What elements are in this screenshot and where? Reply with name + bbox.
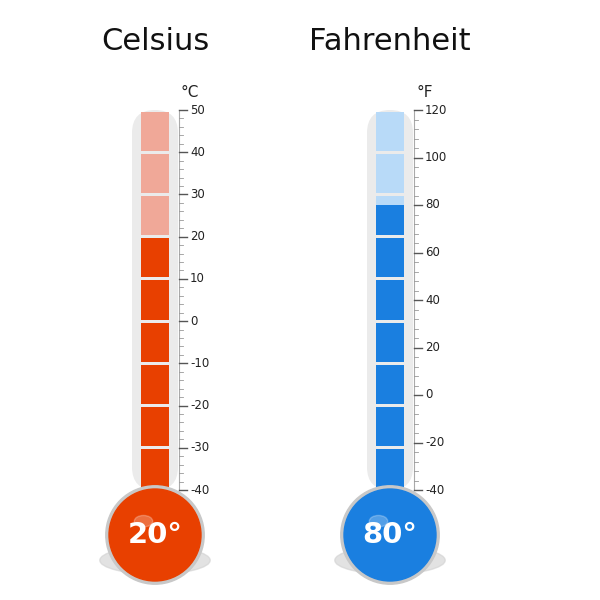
Bar [376, 154, 404, 193]
Text: 10: 10 [190, 272, 205, 286]
Text: 40: 40 [425, 293, 440, 307]
Text: -10: -10 [190, 357, 209, 370]
Text: Celsius: Celsius [101, 28, 209, 56]
Text: -20: -20 [190, 399, 209, 412]
Text: 60: 60 [425, 246, 440, 259]
Text: -30: -30 [190, 441, 209, 454]
Bar [141, 323, 169, 362]
Bar [141, 449, 169, 488]
Ellipse shape [370, 515, 388, 527]
Text: °F: °F [416, 85, 433, 100]
Bar [376, 112, 404, 151]
Bar [376, 407, 404, 446]
Bar [376, 196, 404, 205]
Bar [376, 238, 404, 277]
Circle shape [109, 489, 201, 581]
Text: -40: -40 [425, 484, 444, 497]
Bar [141, 154, 169, 193]
Bar [376, 205, 404, 235]
Text: 100: 100 [425, 151, 447, 164]
Bar [141, 196, 169, 235]
Text: 40: 40 [190, 146, 205, 159]
Ellipse shape [100, 547, 210, 574]
Bar [141, 112, 169, 151]
FancyBboxPatch shape [132, 110, 178, 490]
Bar [376, 323, 404, 362]
Bar [141, 280, 169, 320]
Text: 50: 50 [190, 103, 205, 116]
Bar [141, 365, 169, 404]
FancyBboxPatch shape [367, 110, 413, 490]
Bar [376, 280, 404, 320]
Text: 20: 20 [190, 230, 205, 243]
Bar [376, 449, 404, 488]
Text: -40: -40 [190, 484, 209, 497]
Text: Fahrenheit: Fahrenheit [309, 28, 471, 56]
Circle shape [341, 486, 439, 584]
Bar [376, 365, 404, 404]
Ellipse shape [134, 515, 152, 527]
Text: 0: 0 [190, 314, 197, 328]
Text: -20: -20 [425, 436, 444, 449]
Ellipse shape [335, 547, 445, 574]
Text: 20°: 20° [128, 521, 182, 549]
Circle shape [344, 489, 436, 581]
Circle shape [106, 486, 204, 584]
Text: 0: 0 [425, 389, 433, 401]
Text: 30: 30 [190, 188, 205, 201]
Bar [141, 407, 169, 446]
Text: 80°: 80° [362, 521, 418, 549]
Text: 120: 120 [425, 103, 448, 116]
Text: 80: 80 [425, 199, 440, 211]
Text: 20: 20 [425, 341, 440, 354]
Bar [141, 238, 169, 277]
Text: °C: °C [181, 85, 199, 100]
